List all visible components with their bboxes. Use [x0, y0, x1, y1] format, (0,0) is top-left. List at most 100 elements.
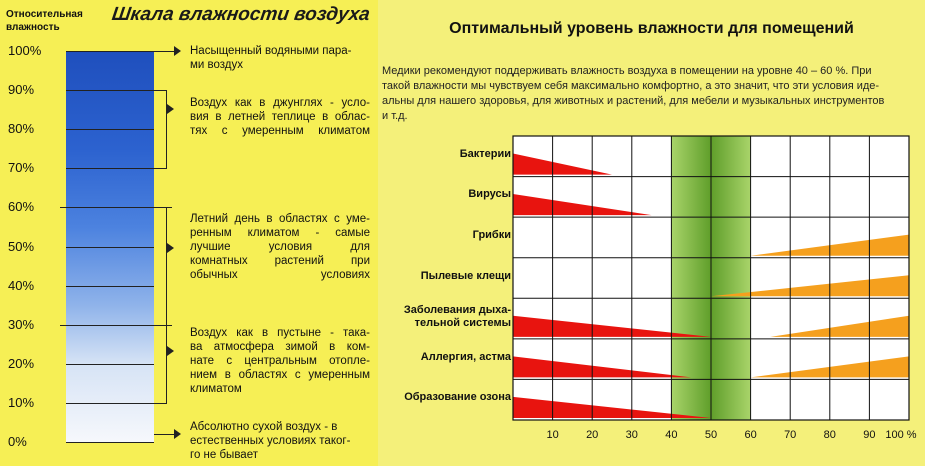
scale-description: Воздух как в джунглях - усло-вия в летне… [190, 96, 370, 138]
chart-row-label-line: Пылевые клещи [420, 269, 511, 282]
optimal-text-line: альны для нашего здоровья, для животных … [382, 95, 885, 107]
chart-row-label: Заболевания дыха-тельной системы [371, 304, 511, 330]
scale-tick-line [66, 403, 154, 404]
scale-description-line: нате с центральным отопле- [190, 355, 370, 367]
chart-x-tick-label: 70 [784, 429, 797, 441]
scale-description: Воздух как в пустыне - така-ва атмосфера… [190, 326, 370, 396]
optimal-text: Медики рекомендуют поддерживать влажност… [382, 64, 922, 124]
humidity-gradient-bar [66, 51, 154, 442]
scale-tick-label: 40% [8, 277, 35, 293]
chart-row-label-line: Образование озона [404, 391, 511, 404]
chart-row-label-line: Заболевания дыха- [403, 303, 511, 316]
scale-axis-label: Относительная влажность [6, 8, 83, 34]
scale-bracket-line [154, 168, 166, 169]
scale-description-line: Воздух как в джунглях - усло- [190, 97, 370, 109]
chart-row-label-line: Вирусы [468, 188, 511, 201]
scale-axis-label-line2: влажность [6, 22, 60, 33]
chart-x-tick-label: 20 [586, 429, 599, 441]
chart-row-label-line: Грибки [472, 228, 511, 241]
scale-tick-label: 0% [8, 434, 27, 449]
scale-axis-label-line1: Относительная [6, 9, 83, 20]
scale-tick-label: 20% [8, 355, 35, 371]
scale-tick-line [60, 207, 172, 208]
scale-description-line: го не бывает [190, 449, 258, 461]
scale-tick-line [60, 325, 172, 326]
optimal-text-line: Медики рекомендуют поддерживать влажност… [382, 65, 872, 77]
scale-description-line: Воздух как в пустыне - така- [190, 327, 370, 339]
scale-bracket-line [166, 208, 167, 326]
high-humidity-wedge [770, 315, 909, 337]
high-humidity-wedge [711, 275, 909, 297]
scale-description-line: обычных условиях [190, 269, 370, 281]
scale-bracket-line [166, 326, 167, 404]
chart-row-label: Пылевые клещи [371, 270, 511, 283]
chart-row-label-line: Аллергия, астма [420, 350, 511, 363]
scale-leader-arrow [167, 243, 174, 253]
scale-description-line: Насыщенный водяными пара- [190, 45, 352, 57]
scale-tick-line [66, 168, 154, 169]
scale-tick-label: 30% [8, 316, 35, 332]
humidity-effects-chart [512, 135, 910, 421]
optimal-text-line: такой влажности мы чувствуем себя максим… [382, 80, 880, 92]
chart-row-label-line: тельной системы [414, 316, 511, 329]
scale-description: Насыщенный водяными пара-ми воздух [190, 44, 370, 72]
chart-row-label-line: Бактерии [459, 147, 511, 160]
chart-row-label: Образование озона [371, 391, 511, 404]
scale-description: Летний день в областях с уме-ренным клим… [190, 212, 370, 282]
scale-leader-arrow [167, 104, 174, 114]
humidity-scale-panel: Относительная влажность Шкала влажности … [0, 0, 378, 466]
scale-description-line: естественных условиях таког- [190, 435, 351, 447]
chart-x-tick-label: 40 [665, 429, 678, 441]
low-humidity-wedge [513, 315, 711, 337]
low-humidity-wedge [513, 194, 652, 216]
scale-description: Абсолютно сухой воздух - в естественных у… [190, 420, 370, 462]
scale-tick-line [66, 90, 154, 91]
chart-frame [512, 135, 910, 421]
scale-tick-label: 100% [8, 43, 42, 58]
scale-description-line: Летний день в областях с уме- [190, 213, 370, 225]
scale-tick-label: 70% [8, 160, 35, 176]
scale-tick-label: 80% [8, 121, 35, 137]
scale-bracket-line [166, 90, 167, 169]
scale-tick-label: 60% [8, 199, 35, 215]
chart-x-tick-label: 80 [823, 429, 836, 441]
scale-bracket-line [154, 90, 166, 91]
scale-tick-line [66, 129, 154, 130]
scale-tick-label: 90% [8, 82, 35, 98]
scale-description-line: климатом [190, 383, 242, 395]
scale-description-line: ренным климатом - самые [190, 227, 370, 239]
scale-tick-label: 50% [8, 238, 35, 254]
scale-tick-label: 10% [8, 394, 35, 410]
scale-tick-line [66, 247, 154, 248]
chart-x-tick-label: 30 [625, 429, 638, 441]
scale-tick-line [66, 442, 154, 443]
scale-description-line: нием в областях с умеренным [190, 369, 370, 381]
scale-description-line: ми воздух [190, 59, 244, 71]
scale-leader-line [154, 51, 174, 52]
chart-x-tick-label: 100 % [885, 429, 917, 441]
chart-x-tick-label: 60 [744, 429, 757, 441]
chart-x-tick-label: 50 [704, 429, 718, 441]
chart-row-label: Бактерии [371, 148, 511, 161]
chart-row-label: Грибки [371, 229, 511, 242]
scale-description-line: лучшие условия для [190, 241, 370, 253]
chart-x-tick-label: 10 [546, 429, 559, 441]
chart-row-label: Аллергия, астма [371, 351, 511, 364]
scale-leader-arrow [174, 46, 181, 56]
optimal-text-line: и т.д. [382, 110, 408, 122]
scale-description-line: вия в летней теплице в облас- [190, 111, 370, 123]
chart-row-label: Вирусы [371, 188, 511, 201]
scale-leader-arrow [167, 346, 174, 356]
scale-tick-line [66, 51, 154, 52]
scale-leader-arrow [174, 429, 181, 439]
scale-tick-line [66, 364, 154, 365]
scale-leader-line [154, 434, 174, 435]
optimal-title: Оптимальный уровень влажности для помеще… [449, 20, 854, 37]
scale-tick-line [66, 286, 154, 287]
scale-description-line: комнатных растений при [190, 255, 370, 267]
low-humidity-wedge [513, 396, 711, 418]
low-humidity-wedge [513, 356, 692, 378]
scale-title: Шкала влажности воздуха [110, 4, 372, 25]
chart-x-tick-label: 90 [863, 429, 876, 441]
scale-description-line: тях с умеренным климатом [190, 125, 370, 137]
